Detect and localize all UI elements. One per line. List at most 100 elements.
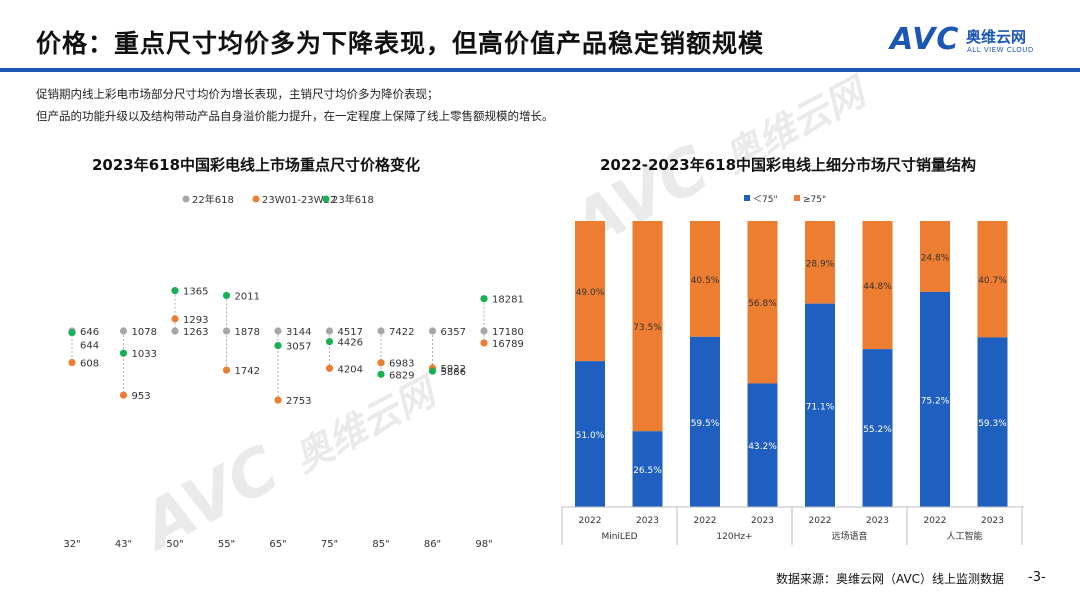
- x-tick-label: 98": [475, 539, 492, 550]
- x-tick-label: 55": [218, 539, 235, 550]
- data-point: [274, 341, 282, 350]
- data-label: 71.1%: [806, 402, 835, 412]
- data-point: [68, 358, 76, 367]
- bar-segment-ge75: [690, 221, 720, 337]
- data-label: 2011: [235, 291, 260, 302]
- data-point: [222, 291, 231, 300]
- data-label: 51.0%: [576, 431, 605, 441]
- data-label: 55.2%: [863, 425, 892, 435]
- bar-segment-ge75: [805, 221, 835, 304]
- data-label: 7422: [389, 327, 414, 338]
- data-label: 5886: [441, 367, 466, 378]
- x-tick-label: 32": [63, 539, 80, 550]
- x-tick-label: 2022: [579, 516, 602, 526]
- data-point: [68, 329, 76, 337]
- data-label: 73.5%: [633, 323, 662, 333]
- data-point: [171, 315, 179, 323]
- data-point: [325, 327, 334, 335]
- data-label: 17180: [492, 327, 524, 338]
- x-tick-label: 43": [115, 539, 132, 550]
- x-tick-label: 86": [424, 539, 441, 550]
- data-label: 4517: [338, 327, 363, 338]
- legend-label: 23W01-23W22: [262, 195, 336, 206]
- data-point: [480, 339, 488, 347]
- page-title: 价格：重点尺寸均价多为下降表现，但高价值产品稳定销额规模: [36, 29, 765, 58]
- data-label: 646: [80, 327, 99, 338]
- data-point: [480, 295, 488, 303]
- stacked-bar-chart: ＜75" ≥75" 49.0% 51.0% 2022 73.5% 26.5% 2023 40.5…: [561, 195, 1024, 545]
- data-label: 4426: [338, 338, 363, 349]
- legend-label: ≥75": [803, 195, 826, 205]
- x-tick-label: 65": [269, 539, 286, 550]
- group-label: 人工智能: [946, 530, 982, 542]
- x-tick-label: 2023: [751, 516, 774, 526]
- data-label: 43.2%: [748, 442, 777, 452]
- data-label: 6357: [441, 327, 466, 338]
- data-point: [428, 367, 437, 375]
- data-label: 6983: [389, 359, 414, 370]
- data-point: [377, 359, 385, 367]
- data-label: 1263: [183, 327, 208, 338]
- data-label: 3144: [286, 327, 311, 338]
- bar-segment-ge75: [632, 221, 663, 432]
- data-point: [171, 287, 179, 295]
- data-point: [377, 327, 385, 335]
- legend-marker: [794, 195, 800, 201]
- bar-segment-ge75: [977, 221, 1008, 338]
- data-point: [480, 327, 488, 335]
- data-label: 24.8%: [921, 253, 950, 263]
- data-label: 16789: [492, 339, 524, 350]
- left-chart-title: 2023年618中国彩电线上市场重点尺寸价格变化: [92, 156, 421, 174]
- data-point: [171, 327, 179, 335]
- page-number: -3-: [1028, 570, 1046, 585]
- bar-segment-ge75: [575, 221, 605, 362]
- logo-cn-text: 奥维云网: [966, 28, 1027, 46]
- bar-segment-ge75: [862, 221, 893, 350]
- header-divider: [0, 68, 1080, 72]
- bar-segment-lt75: [575, 361, 605, 507]
- data-label: 2753: [286, 396, 311, 407]
- data-label: 953: [132, 391, 151, 402]
- data-label: 75.2%: [921, 396, 950, 406]
- data-label: 1293: [183, 315, 208, 326]
- data-point: [325, 337, 334, 346]
- bar-segment-ge75: [747, 221, 778, 384]
- legend-marker: [322, 195, 330, 203]
- data-label: 40.5%: [691, 276, 720, 286]
- data-label: 644: [80, 341, 99, 352]
- right-chart-title: 2022-2023年618中国彩电线上细分市场尺寸销量结构: [600, 156, 977, 174]
- data-point: [377, 370, 385, 378]
- logo-avc-text: AVC: [890, 22, 960, 57]
- legend-label: ＜75": [753, 195, 778, 205]
- data-label: 49.0%: [576, 288, 605, 298]
- data-label: 1742: [235, 366, 260, 377]
- bar-segment-lt75: [862, 349, 893, 507]
- group-label: MiniLED: [601, 532, 637, 542]
- x-tick-label: 2022: [694, 516, 717, 526]
- data-label: 3057: [286, 342, 311, 353]
- data-label: 4204: [338, 364, 363, 375]
- x-tick-label: 2022: [924, 516, 947, 526]
- data-point: [222, 327, 231, 335]
- data-label: 28.9%: [806, 259, 835, 269]
- data-point: [222, 366, 231, 374]
- legend-marker: [744, 195, 750, 201]
- data-label: 1033: [132, 349, 157, 360]
- data-label: 44.8%: [863, 282, 892, 292]
- legend-label: 23年618: [332, 193, 374, 206]
- data-label: 18281: [492, 295, 524, 306]
- data-label: 6829: [389, 370, 414, 381]
- x-tick-label: 2022: [809, 516, 832, 526]
- description-line-1: 促销期内线上彩电市场部分尺寸均价为增长表现，主销尺寸均价多为降价表现；: [36, 87, 439, 101]
- x-tick-label: 50": [166, 539, 183, 550]
- legend-label: 22年618: [192, 193, 234, 206]
- bar-segment-lt75: [632, 431, 663, 507]
- data-point: [119, 327, 128, 335]
- data-label: 5922: [441, 364, 466, 375]
- data-point: [274, 396, 282, 404]
- bar-segment-lt75: [747, 383, 778, 507]
- data-label: 1365: [183, 287, 208, 298]
- bar-segment-lt75: [690, 336, 720, 507]
- x-tick-label: 2023: [636, 516, 659, 526]
- data-label: 1078: [132, 327, 157, 338]
